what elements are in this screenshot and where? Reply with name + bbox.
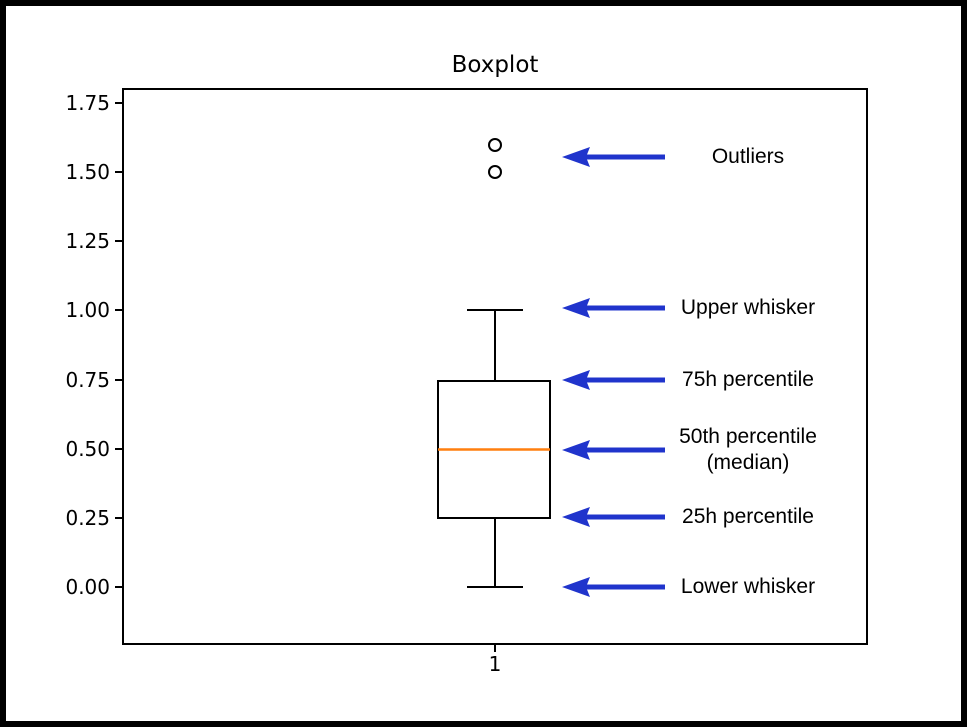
arrow-upper-whisker bbox=[562, 298, 665, 318]
whiskers bbox=[467, 309, 523, 588]
outlier-point bbox=[488, 165, 502, 179]
annotation-label-lower-whisker: Lower whisker bbox=[680, 575, 816, 598]
y-axis-ticks bbox=[115, 102, 123, 588]
ytick-label: 0.75 bbox=[65, 368, 110, 392]
arrow-25th-percentile bbox=[562, 507, 665, 527]
annotation-label-median-line2: (median) bbox=[706, 451, 790, 474]
annotation-label-median: 50th percentile (median) bbox=[598, 424, 898, 476]
arrow-median bbox=[562, 440, 665, 460]
annotation-arrows bbox=[562, 147, 665, 597]
ytick-label: 1.00 bbox=[65, 298, 110, 322]
xtick-label: 1 bbox=[488, 652, 502, 676]
ytick-label: 0.25 bbox=[65, 506, 110, 530]
ytick-label: 1.75 bbox=[65, 91, 110, 115]
arrow-lower-whisker bbox=[562, 577, 665, 597]
chart-title: Boxplot bbox=[451, 52, 539, 78]
annotation-label-upper-whisker: Upper whisker bbox=[680, 296, 816, 319]
annotation-label-median-line1: 50th percentile bbox=[679, 425, 817, 448]
arrow-75th-percentile bbox=[562, 370, 665, 390]
outlier-point bbox=[488, 138, 502, 152]
arrow-outliers bbox=[562, 147, 665, 167]
ytick-label: 1.50 bbox=[65, 160, 110, 184]
ytick-label: 1.25 bbox=[65, 229, 110, 253]
annotation-label-outliers: Outliers bbox=[711, 145, 785, 168]
ytick-label: 0.50 bbox=[65, 437, 110, 461]
ytick-label: 0.00 bbox=[65, 575, 110, 599]
outlier-points bbox=[488, 138, 502, 179]
annotation-label-25th-percentile: 25h percentile bbox=[682, 505, 814, 528]
annotation-label-75th-percentile: 75h percentile bbox=[682, 368, 814, 391]
